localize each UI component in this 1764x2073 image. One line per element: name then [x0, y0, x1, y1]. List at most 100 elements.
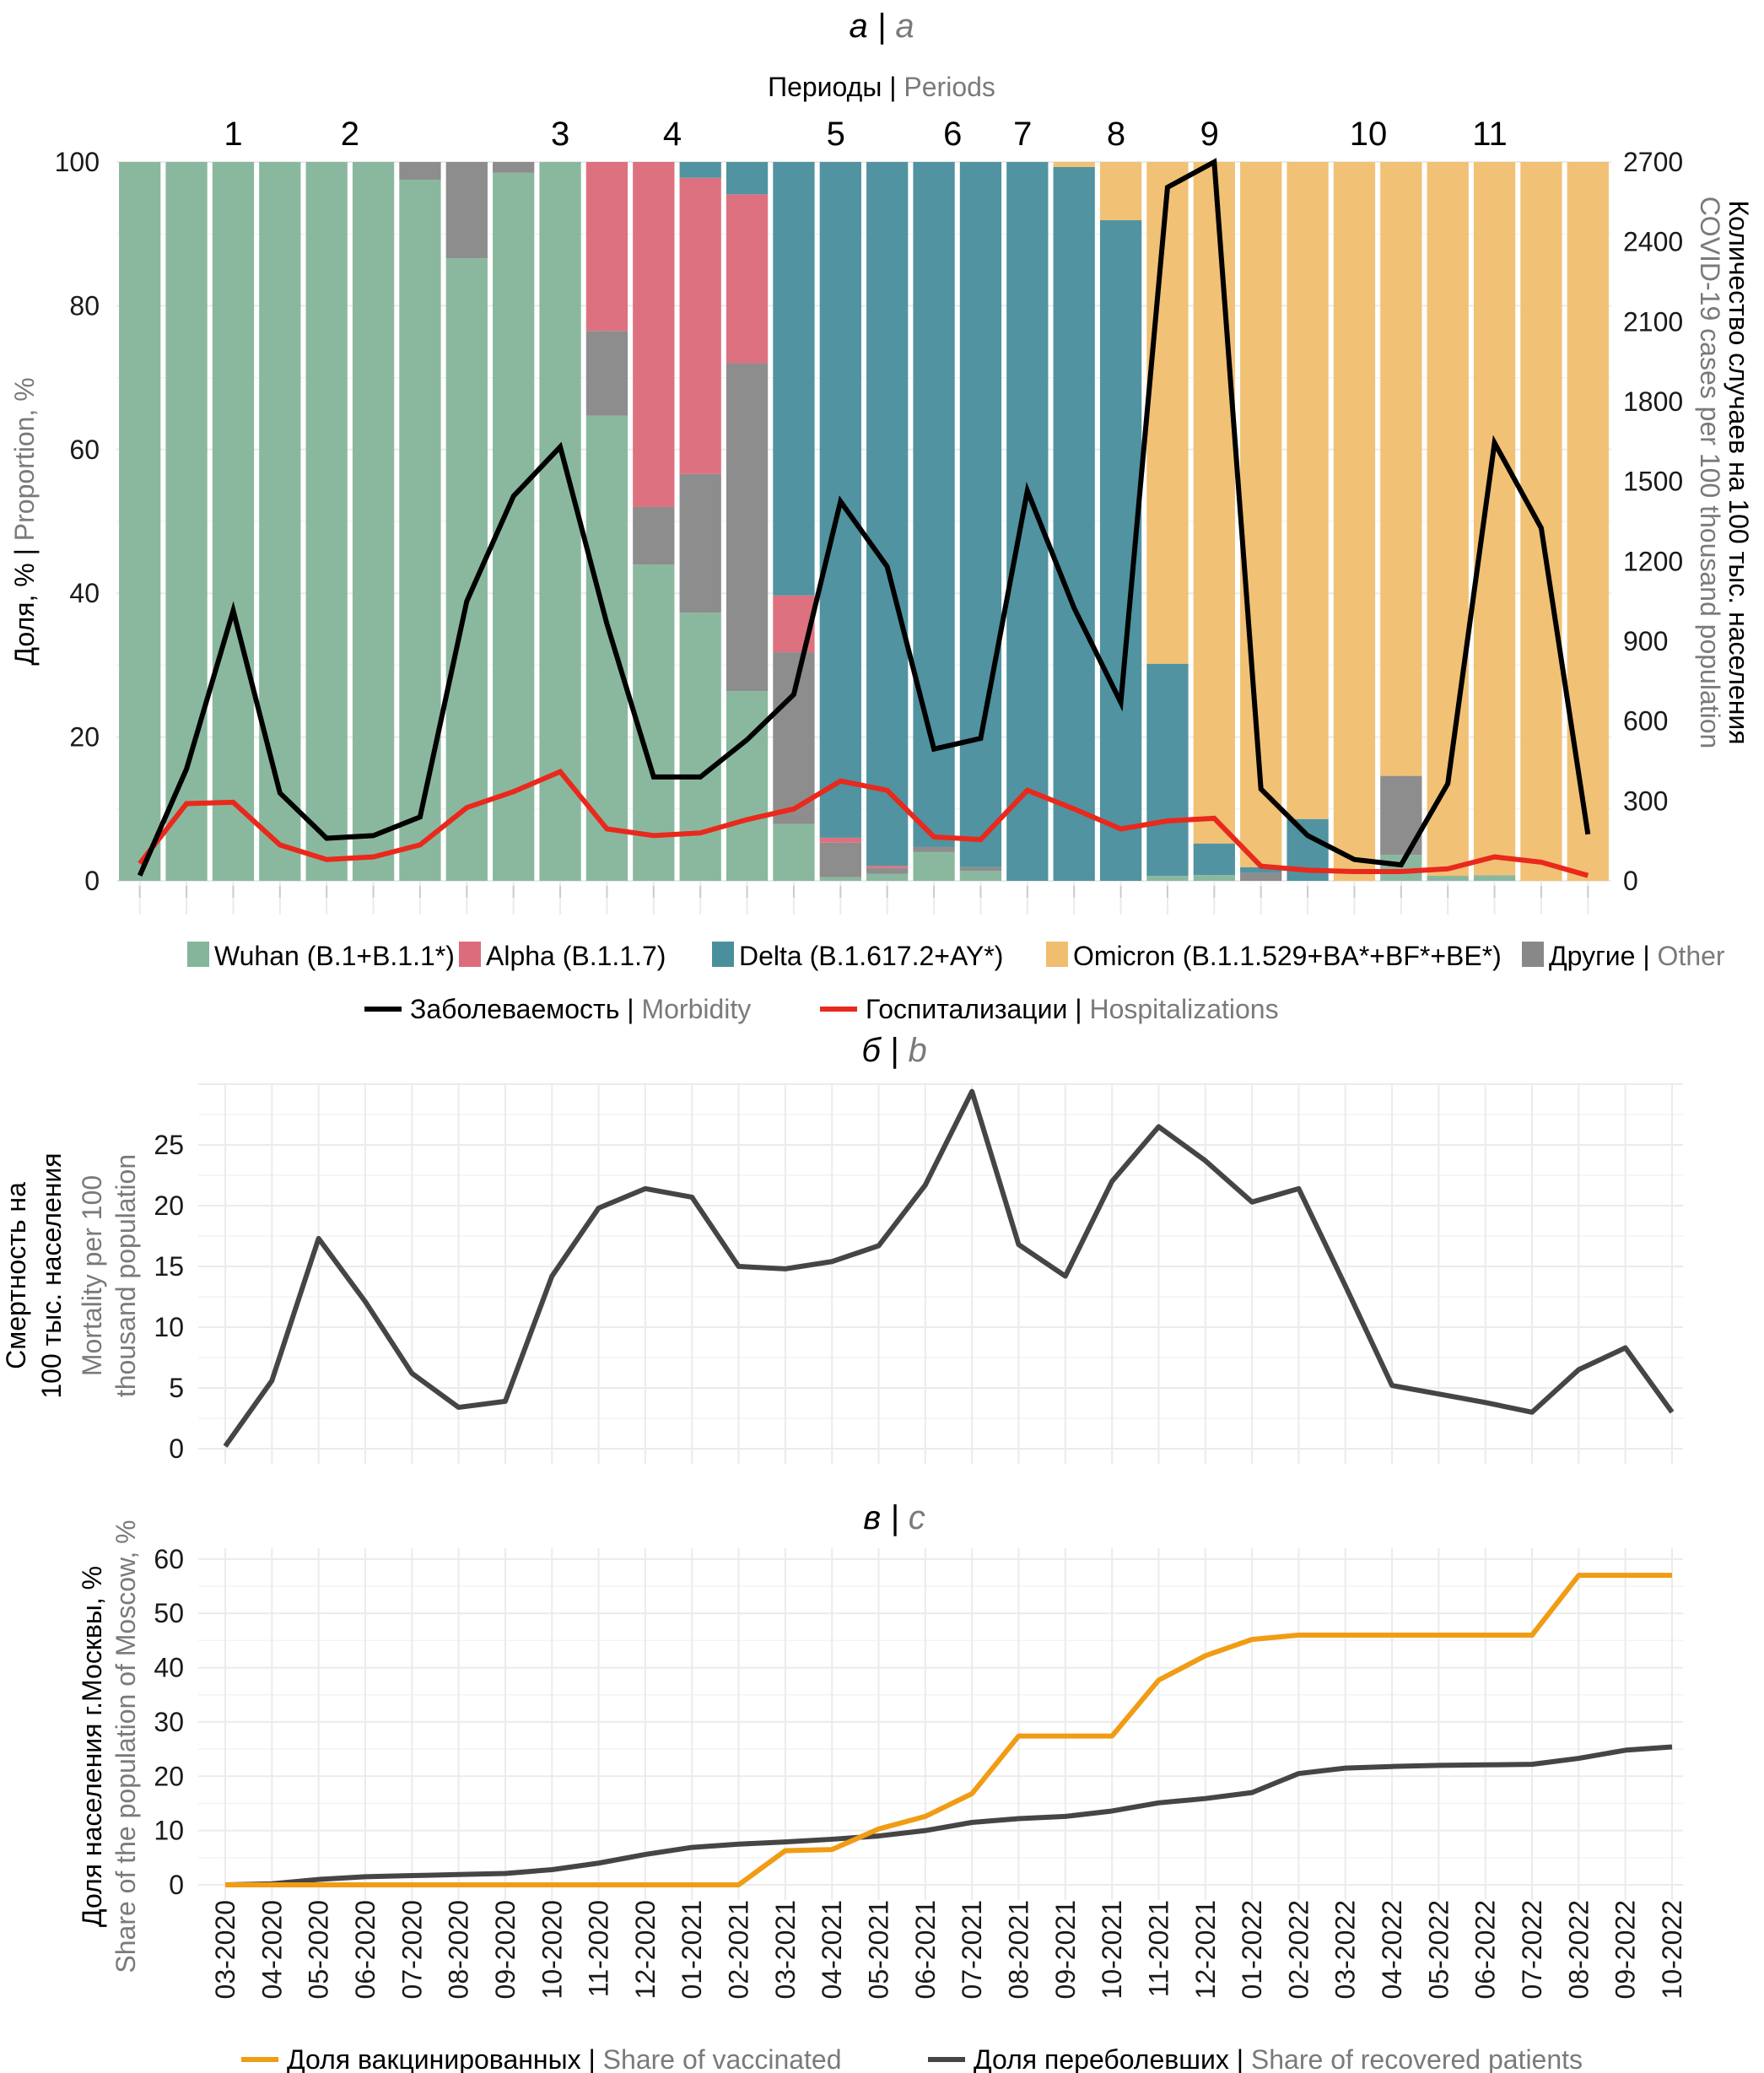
- left-tick-label: 20: [69, 722, 100, 753]
- legend-swatch-alpha: [459, 942, 481, 967]
- bar-segment-other-07-2021: [866, 867, 909, 874]
- legend-swatch-wuhan: [187, 942, 209, 967]
- bar-segment-alpha-03-2021: [679, 177, 721, 474]
- x-tick-label: 11-2021: [1143, 1900, 1173, 1997]
- y-tick-label: 30: [154, 1707, 184, 1737]
- bar-segment-delta-08-2021: [913, 162, 955, 847]
- x-tick-label: 06-2020: [350, 1900, 380, 1999]
- bar-segment-wuhan-05-2020: [212, 162, 255, 881]
- x-tick-label: 06-2022: [1470, 1900, 1501, 1999]
- panel-b-axis-title: Смертность на 100 тыс. населения Mortali…: [1, 1153, 141, 1398]
- bar-segment-wuhan-07-2022: [1427, 876, 1469, 881]
- y-tick-label: 50: [154, 1598, 184, 1628]
- x-tick-label: 08-2022: [1563, 1900, 1594, 1999]
- left-tick-label: 80: [69, 290, 100, 321]
- legend-lines: Заболеваемость | Morbidity Госпитализаци…: [364, 994, 1279, 1024]
- x-tick-label: 10-2022: [1657, 1900, 1687, 1999]
- legend-label-wuhan: Wuhan (B.1+B.1.1*): [214, 941, 455, 971]
- panel-c-axes: 0 10 20 30 40 50 60 03-2020 04-2020 05-2020 06-202…: [154, 1544, 1687, 2000]
- panel-b-axes: 0 5 10 15 20 25: [154, 1130, 184, 1464]
- panel-b-title: б | b: [861, 1032, 926, 1069]
- bar-segment-alpha-07-2021: [866, 866, 909, 868]
- right-tick-label: 900: [1623, 626, 1668, 656]
- x-tick-label: 09-2020: [490, 1900, 521, 1999]
- panel-c-grid: [198, 1548, 1683, 1900]
- bar-segment-omicron-02-2022: [1193, 162, 1235, 844]
- panel-a-bars: [119, 162, 1609, 882]
- right-tick-label: 2100: [1623, 306, 1683, 337]
- bar-segment-delta-01-2022: [1146, 663, 1189, 877]
- panel-a-left-axis-title: Доля, % | Proportion, %: [9, 377, 40, 665]
- x-tick-label: 09-2022: [1610, 1900, 1641, 1999]
- line-recovered: [224, 1744, 1673, 1887]
- x-tick-label: 04-2020: [256, 1900, 287, 1999]
- legend-label-omicron: Omicron (B.1.1.529+BA*+BF*+BE*): [1073, 941, 1502, 971]
- panel-b-axis-title-en-1: Mortality per 100: [77, 1175, 107, 1376]
- y-tick-label: 40: [154, 1653, 184, 1683]
- x-tick-label: 11-2020: [584, 1900, 614, 1997]
- bar-segment-other-10-2020: [445, 162, 488, 259]
- left-tick-label: 40: [69, 578, 100, 608]
- bar-segment-wuhan-07-2020: [305, 162, 348, 881]
- bar-segment-other-03-2021: [679, 473, 721, 613]
- bar-segment-delta-11-2021: [1053, 166, 1095, 882]
- bar-segment-other-02-2021: [633, 506, 675, 565]
- bar-segment-omicron-10-2022: [1567, 162, 1609, 881]
- bar-segment-delta-05-2021: [773, 162, 815, 596]
- bar-segment-alpha-01-2021: [585, 162, 628, 332]
- y-tick-label: 20: [154, 1190, 184, 1221]
- y-tick-label: 60: [154, 1544, 184, 1574]
- legend-label-morbidity: Заболеваемость | Morbidity: [410, 994, 751, 1024]
- panel-b-lines: [223, 1088, 1675, 1448]
- right-tick-label: 1800: [1623, 386, 1683, 417]
- right-tick-label: 1200: [1623, 546, 1683, 576]
- bar-segment-wuhan-03-2020: [119, 162, 161, 881]
- x-tick-label: 09-2021: [1050, 1900, 1081, 1999]
- y-tick-label: 20: [154, 1761, 184, 1791]
- bar-segment-delta-03-2022: [1240, 866, 1282, 873]
- right-tick-label: 300: [1623, 785, 1668, 816]
- panel-c-title: в | c: [863, 1499, 925, 1536]
- panel-a-right-axis-title-ru: Количество случаев на 100 тыс. населения: [1724, 200, 1754, 744]
- x-tick-label: 03-2022: [1330, 1900, 1361, 1999]
- y-tick-label: 5: [169, 1373, 184, 1403]
- y-tick-label: 10: [154, 1816, 184, 1846]
- legend-label-vaccinated: Доля вакцинированных | Share of vaccinat…: [287, 2044, 842, 2073]
- panel-a-axes: 0 20 40 60 80 100 0 300 600 900 1200 1500 1800 2100 24…: [55, 147, 1683, 898]
- y-tick-label: 0: [169, 1870, 184, 1900]
- bar-segment-omicron-01-2022: [1146, 162, 1189, 664]
- x-tick-label: 07-2022: [1517, 1900, 1547, 1999]
- periods-title: Периоды | Periods: [768, 72, 995, 102]
- bar-segment-omicron-12-2021: [1099, 162, 1142, 221]
- x-tick-label: 01-2022: [1237, 1900, 1267, 1999]
- period-label: 8: [1107, 116, 1125, 153]
- line-vaccinated: [225, 1573, 1672, 1887]
- x-tick-label: 12-2020: [630, 1900, 661, 1999]
- bar-segment-other-03-2022: [1240, 872, 1282, 881]
- bar-segment-wuhan-07-2021: [866, 873, 909, 881]
- bar-segment-wuhan-05-2021: [773, 823, 815, 881]
- bar-segment-wuhan-02-2021: [633, 564, 675, 881]
- bar-segment-wuhan-09-2020: [399, 180, 441, 882]
- x-tick-label: 08-2020: [444, 1900, 474, 1999]
- x-tick-label: 03-2021: [770, 1900, 801, 1999]
- bar-segment-wuhan-01-2022: [1146, 876, 1189, 881]
- panel-b-axis-title-ru-2: 100 тыс. населения: [36, 1153, 67, 1398]
- x-tick-label: 12-2021: [1190, 1900, 1221, 1999]
- bar-segment-wuhan-02-2022: [1193, 875, 1235, 881]
- period-label: 6: [943, 116, 962, 153]
- bar-segment-wuhan-01-2021: [585, 415, 628, 882]
- x-tick-label: 07-2020: [396, 1900, 427, 1999]
- bar-segment-wuhan-04-2021: [726, 691, 769, 881]
- period-label: 1: [224, 116, 242, 153]
- period-label: 3: [551, 116, 569, 153]
- bar-segment-alpha-06-2021: [819, 837, 861, 843]
- y-tick-label: 25: [154, 1130, 184, 1160]
- period-label: 7: [1013, 116, 1032, 153]
- bar-segment-omicron-07-2022: [1427, 162, 1469, 877]
- legend-label-alpha: Alpha (B.1.1.7): [486, 941, 666, 971]
- y-tick-label: 0: [169, 1433, 184, 1464]
- legend-panel-c: Доля вакцинированных | Share of vaccinat…: [241, 2044, 1583, 2073]
- bar-segment-wuhan-03-2021: [679, 613, 721, 881]
- x-tick-label: 04-2022: [1377, 1900, 1407, 1999]
